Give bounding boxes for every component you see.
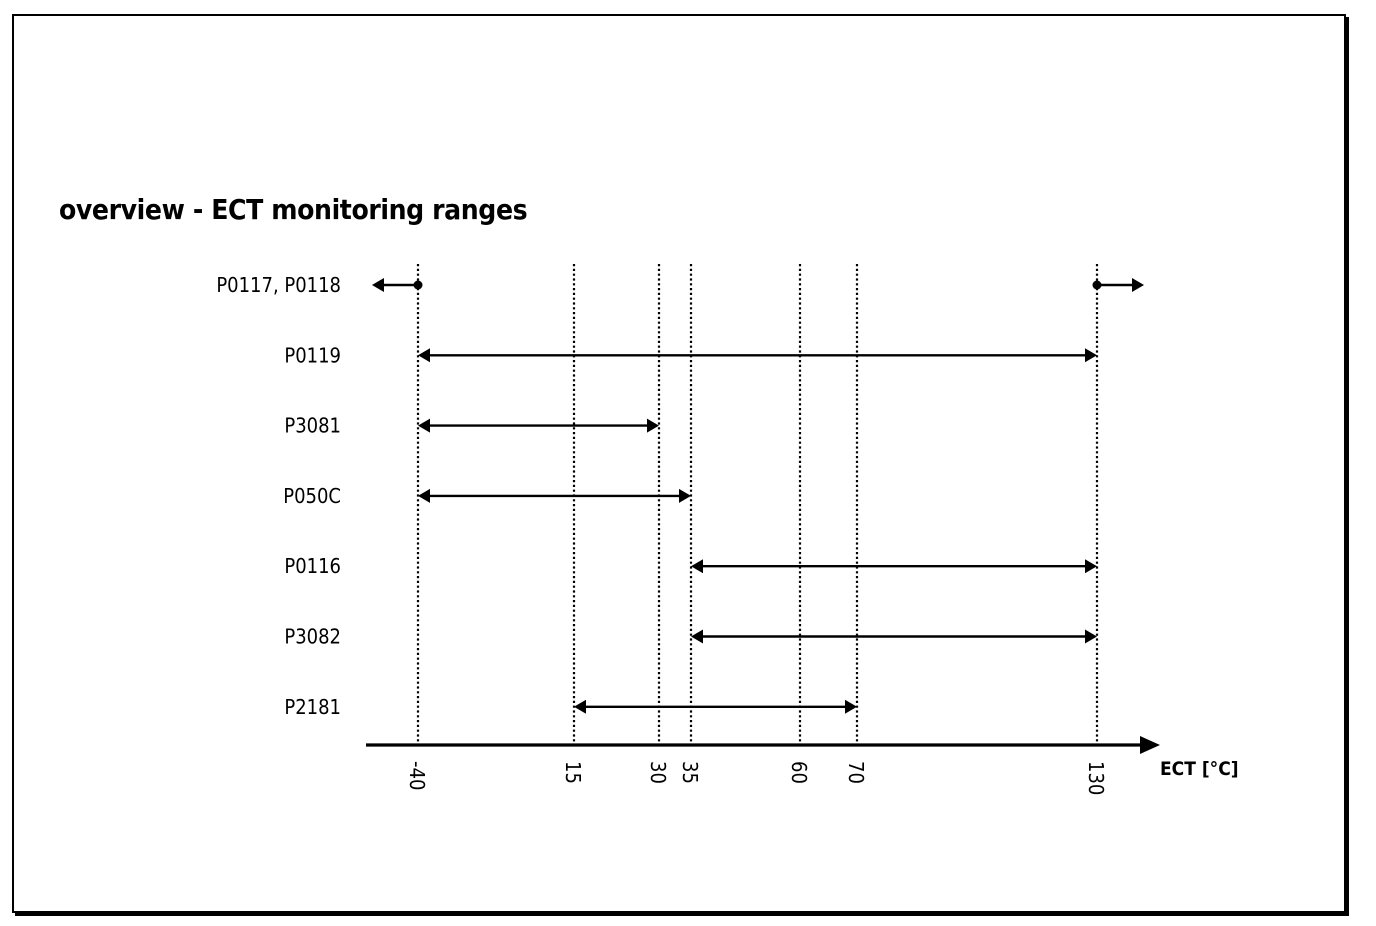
tick-label: 35 [678, 761, 702, 784]
right-arrowhead [1132, 278, 1144, 292]
tick-label: 70 [844, 761, 868, 784]
left-arrowhead [372, 278, 384, 292]
high-arrowhead [1085, 559, 1097, 574]
range-row: P050C [283, 484, 691, 508]
low-arrowhead [418, 418, 430, 433]
range-row: P0116 [284, 554, 1097, 578]
range-row: P2181 [284, 695, 857, 719]
diagram-frame [12, 14, 1346, 913]
range-rows: P0117, P0118 P0119 P3081 P050C P0116 P3082 P21… [216, 273, 1144, 719]
range-row: P3081 [284, 414, 659, 438]
row-label: P0116 [284, 554, 341, 578]
ect-axis: -40 15 30 35 60 70 130 ECT [°C] [366, 736, 1239, 795]
row-label: P050C [283, 484, 341, 508]
tick-label: 130 [1084, 761, 1108, 795]
low-limit-marker [413, 280, 423, 290]
high-arrowhead [845, 699, 857, 714]
tick-label: 15 [561, 761, 585, 784]
row-label: P3082 [284, 625, 341, 649]
high-arrowhead [679, 488, 691, 503]
low-arrowhead [418, 348, 430, 363]
range-row: P3082 [284, 625, 1097, 649]
tick-label: -40 [405, 761, 429, 790]
tick-label: 60 [787, 761, 811, 784]
tick-label: 30 [646, 761, 670, 784]
low-arrowhead [574, 699, 586, 714]
row-label: P0117, P0118 [216, 273, 341, 297]
diagram-title: overview - ECT monitoring ranges [59, 193, 527, 226]
row-label: P2181 [284, 695, 341, 719]
axis-title: ECT [°C] [1160, 758, 1239, 780]
range-row: P0117, P0118 [216, 273, 1144, 297]
low-arrowhead [691, 559, 703, 574]
high-arrowhead [1085, 348, 1097, 363]
row-label: P0119 [284, 343, 341, 367]
gridlines [416, 264, 1099, 745]
low-arrowhead [418, 488, 430, 503]
low-arrowhead [691, 629, 703, 644]
row-label: P3081 [284, 414, 341, 438]
high-arrowhead [647, 418, 659, 433]
axis-arrowhead [1140, 736, 1160, 754]
high-arrowhead [1085, 629, 1097, 644]
high-limit-marker [1092, 280, 1102, 290]
range-row: P0119 [284, 343, 1097, 367]
